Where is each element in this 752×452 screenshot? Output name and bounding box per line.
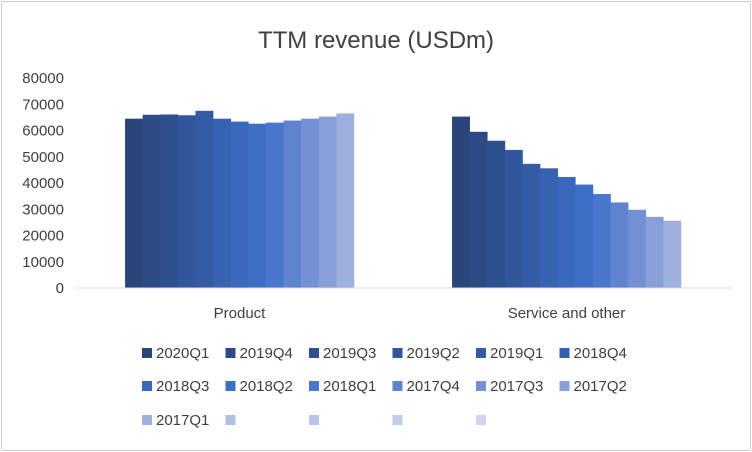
bars [125,110,682,289]
y-tick-label: 20000 [22,228,64,245]
legend-label: 2019Q1 [490,345,543,362]
bar-2019Q3-1 [487,140,506,288]
bar-2019Q1-1 [522,163,541,288]
legend-label: 2019Q4 [240,345,293,362]
bar-2017Q3-0 [301,118,320,288]
legend-swatch [476,381,486,391]
bar-2018Q2-0 [248,123,267,289]
legend-swatch [225,348,236,358]
legend-label: 2017Q2 [574,378,627,395]
legend-label: 2019Q2 [407,345,460,362]
legend-swatch [142,381,152,391]
bar-2019Q4-1 [469,131,488,288]
bar-2019Q3-0 [160,114,179,289]
y-tick-label: 40000 [22,175,64,192]
y-tick-label: 10000 [22,254,64,271]
bar-2017Q4-0 [283,120,302,288]
y-tick-label: 30000 [22,201,64,218]
legend-swatch [559,348,570,358]
bar-2020Q1-1 [452,116,470,288]
bar-2019Q2-0 [177,115,196,288]
bar-2018Q2-1 [575,184,594,288]
bar-2017Q2-0 [318,116,337,288]
bar-2017Q2-1 [645,216,664,288]
legend-label: 2020Q1 [156,345,209,362]
legend-swatch [309,415,319,425]
legend-label: 2018Q1 [323,378,376,395]
legend-swatch [476,348,486,358]
bar-2018Q3-1 [557,176,576,288]
bar-2019Q2-1 [504,149,523,288]
category-label: Service and other [508,305,626,322]
y-axis: 0 10000 20000 30000 40000 50000 60000 70000 8000… [22,70,64,297]
legend-swatch [559,381,570,391]
legend-swatch [225,381,236,391]
y-tick-label: 0 [56,280,64,297]
legend-label: 2017Q4 [407,378,460,395]
bar-2018Q1-1 [592,194,611,288]
legend-swatch [309,381,319,391]
legend: 2020Q1 2019Q4 2019Q3 2019Q2 2019Q1 2018Q4 2018… [142,345,627,429]
bar-2018Q1-0 [265,122,284,289]
bar-2018Q3-0 [230,121,249,288]
legend-label: 2017Q1 [156,412,209,429]
bar-2017Q1-0 [336,113,355,288]
legend-label: 2018Q4 [574,345,627,362]
bar-2019Q1-0 [195,110,214,288]
legend-swatch [392,381,403,391]
bar-2017Q3-1 [628,209,647,288]
bar-2019Q4-0 [142,114,161,288]
bar-2018Q4-0 [213,118,231,288]
bar-2018Q4-1 [540,168,558,288]
y-tick-label: 50000 [22,149,64,166]
legend-label: 2018Q3 [156,378,209,395]
y-tick-label: 60000 [22,123,64,140]
bar-2017Q4-1 [610,202,629,288]
legend-swatch [392,348,403,358]
legend-label: 2018Q2 [240,378,293,395]
chart-title: TTM revenue (USDm) [258,27,494,54]
legend-swatch [476,415,486,425]
x-axis: Product Service and other [214,305,626,322]
legend-label: 2019Q3 [323,345,376,362]
legend-swatch [392,415,403,425]
bar-2020Q1-0 [125,118,143,288]
legend-swatch [225,415,236,425]
y-tick-label: 80000 [22,70,64,87]
legend-swatch [142,348,152,358]
legend-swatch [142,415,152,425]
legend-swatch [309,348,319,358]
category-label: Product [214,305,267,322]
bar-2017Q1-1 [663,220,682,288]
y-tick-label: 70000 [22,96,64,113]
legend-label: 2017Q3 [490,378,543,395]
